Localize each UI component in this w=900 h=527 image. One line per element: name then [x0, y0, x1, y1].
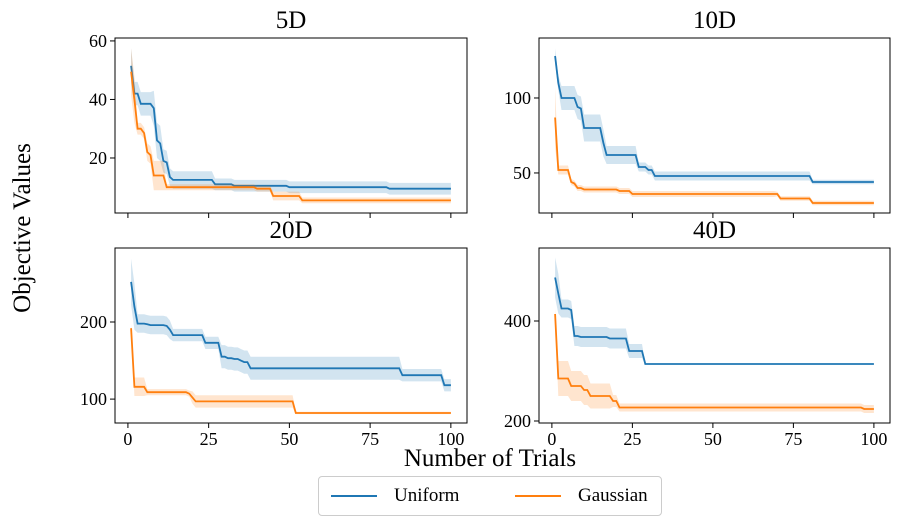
line-gaussian-5d — [130, 71, 451, 202]
plot-area — [130, 48, 451, 204]
x-tick-label: 25 — [200, 429, 218, 449]
panel-title: 10D — [693, 7, 736, 34]
legend: Uniform Gaussian — [318, 476, 662, 516]
y-tick-label: 100 — [504, 88, 531, 108]
plot-area — [554, 257, 874, 413]
axes-frame — [114, 37, 468, 214]
panel-title: 20D — [269, 217, 312, 244]
axes-frame — [114, 247, 468, 424]
x-tick-label: 75 — [361, 429, 379, 449]
band-gaussian-40d — [555, 309, 874, 413]
legend-label-uniform: Uniform — [394, 485, 460, 506]
y-tick-label: 200 — [80, 312, 107, 332]
band-uniform-40d — [555, 257, 874, 365]
plot-area — [130, 258, 451, 415]
line-uniform-20d — [130, 281, 451, 387]
x-tick-label: 100 — [437, 429, 464, 449]
x-tick-label: 100 — [860, 429, 887, 449]
x-tick-label: 50 — [704, 429, 722, 449]
panel-20d: 20D 0 25 50 75 100 100 200 — [80, 217, 468, 449]
x-tick-label: 0 — [547, 429, 556, 449]
band-gaussian-5d — [131, 48, 451, 204]
legend-swatch-gaussian — [515, 495, 561, 497]
line-gaussian-20d — [130, 328, 451, 414]
line-uniform-10d — [554, 55, 874, 183]
band-uniform-10d — [555, 48, 874, 185]
panel-40d: 40D 0 25 50 75 100 200 400 — [504, 217, 891, 449]
panel-5d: 5D 20 40 60 — [89, 7, 468, 218]
x-axis-label: Number of Trials — [404, 445, 576, 472]
y-tick-label: 400 — [504, 311, 531, 331]
legend-item-gaussian: Gaussian — [515, 485, 648, 507]
band-uniform-5d — [131, 48, 451, 195]
line-gaussian-10d — [554, 117, 874, 204]
y-tick-label: 200 — [504, 411, 531, 431]
legend-label-gaussian: Gaussian — [578, 485, 648, 506]
y-tick-label: 50 — [513, 163, 531, 183]
y-tick-label: 40 — [89, 89, 107, 109]
x-tick-label: 50 — [280, 429, 298, 449]
line-gaussian-40d — [554, 313, 874, 410]
panel-10d: 10D 50 100 — [504, 7, 891, 218]
plot-area — [554, 48, 874, 206]
line-uniform-5d — [130, 65, 451, 190]
y-tick-label: 20 — [89, 148, 107, 168]
line-uniform-40d — [554, 277, 874, 365]
axes-frame — [538, 37, 891, 214]
y-tick-label: 100 — [80, 389, 107, 409]
band-gaussian-20d — [131, 324, 451, 415]
panel-title: 5D — [276, 7, 307, 34]
y-axis-label: Objective Values — [9, 143, 36, 313]
band-uniform-20d — [131, 258, 451, 392]
x-tick-label: 25 — [623, 429, 641, 449]
legend-item-uniform: Uniform — [331, 485, 459, 507]
legend-swatch-uniform — [331, 495, 377, 497]
panel-title: 40D — [693, 217, 736, 244]
x-tick-label: 75 — [784, 429, 802, 449]
axes-frame — [538, 247, 891, 424]
y-tick-label: 60 — [89, 31, 107, 51]
x-tick-label: 0 — [123, 429, 132, 449]
